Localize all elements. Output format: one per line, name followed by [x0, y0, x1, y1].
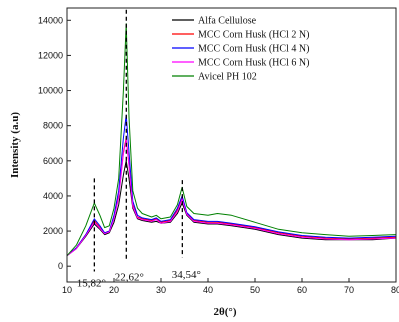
- x-tick-label: 50: [250, 285, 260, 295]
- legend-label: Avicel PH 102: [198, 72, 257, 83]
- y-tick-label: 14000: [38, 15, 63, 25]
- x-tick-label: 30: [156, 285, 166, 295]
- legend-label: MCC Corn Husk (HCl 2 N): [198, 30, 309, 41]
- annotation-layer: 15,82° 22,62° 34,54°: [77, 9, 201, 290]
- legend: Alfa Cellulose MCC Corn Husk (HCl 2 N) MCC…: [172, 16, 309, 83]
- peak-label: 34,54°: [172, 269, 201, 281]
- series-line-3: [66, 114, 397, 257]
- x-tick-label: 70: [344, 285, 354, 295]
- y-tick-labels: 0 2000 4000 6000 8000 10000 12000 14000: [38, 15, 63, 271]
- x-axis-title: 2θ(°): [214, 306, 237, 318]
- series-line-1: [66, 160, 397, 257]
- x-tick-label: 10: [62, 285, 72, 295]
- y-tick-label: 6000: [43, 156, 63, 166]
- x-tick-label: 40: [203, 285, 213, 295]
- x-tick-label: 60: [297, 285, 307, 295]
- series-line-4: [66, 139, 397, 257]
- x-tick-label: 20: [109, 285, 119, 295]
- axis-ticks: [66, 19, 397, 282]
- y-tick-label: 10000: [38, 86, 63, 96]
- series-layer: [66, 23, 397, 257]
- y-tick-label: 8000: [43, 121, 63, 131]
- y-tick-label: 12000: [38, 50, 63, 60]
- peak-label: 22,62°: [115, 272, 144, 284]
- peak-label: 15,82°: [77, 278, 106, 290]
- y-tick-label: 4000: [43, 191, 63, 201]
- y-tick-label: 0: [58, 261, 63, 271]
- legend-label: Alfa Cellulose: [198, 16, 257, 27]
- y-tick-label: 2000: [43, 226, 63, 236]
- legend-label: MCC Corn Husk (HCl 4 N): [198, 44, 309, 55]
- plot-frame: [66, 7, 397, 283]
- x-tick-labels: 10 20 30 40 50 60 70 80: [62, 285, 399, 295]
- x-tick-label: 80: [391, 285, 399, 295]
- legend-label: MCC Corn Husk (HCl 6 N): [198, 58, 309, 69]
- series-line-5: [66, 23, 397, 257]
- y-axis-title: Intensity (a.u): [9, 112, 21, 178]
